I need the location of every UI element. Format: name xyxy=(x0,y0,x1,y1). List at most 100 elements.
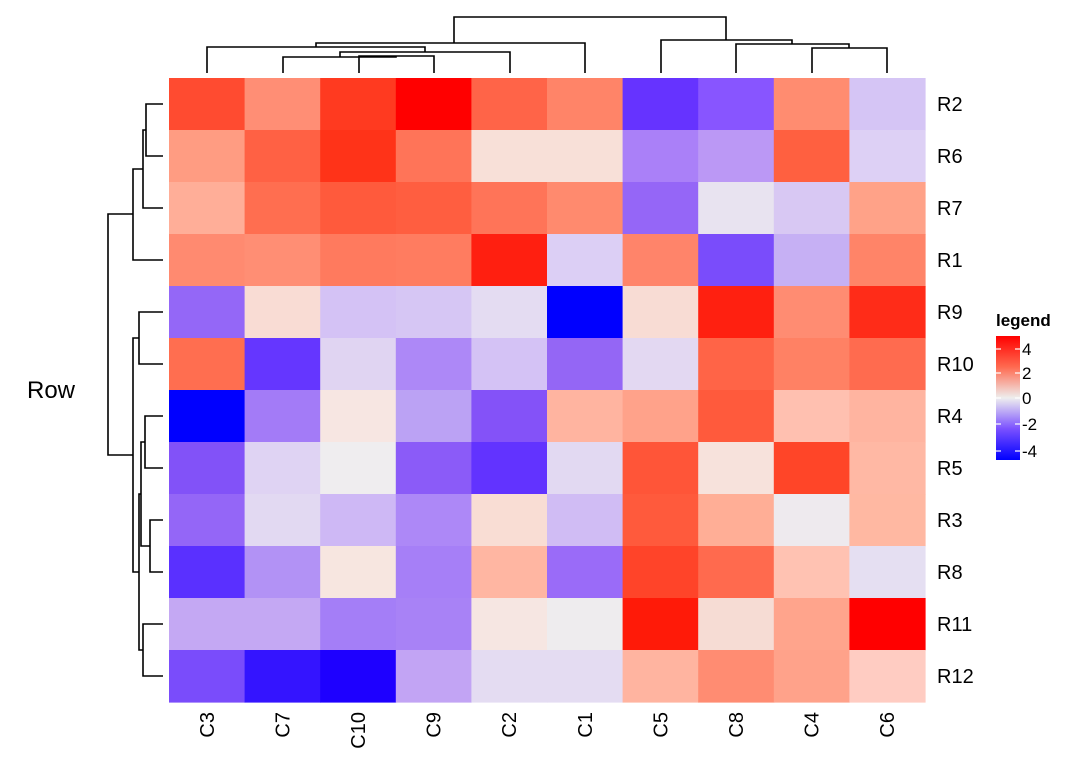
heatmap-cell-R10-C3 xyxy=(169,338,246,391)
heatmap-cell-R6-C1 xyxy=(547,130,624,183)
heatmap-cell-R5-C2 xyxy=(471,442,548,495)
row-label: R1 xyxy=(937,250,963,272)
heatmap-cell-R6-C5 xyxy=(622,130,699,183)
heatmap-cell-R2-C10 xyxy=(320,78,397,131)
heatmap-cell-R9-C2 xyxy=(471,286,548,339)
row-label: R2 xyxy=(937,94,963,116)
legend-tick-label: 4 xyxy=(1022,340,1031,359)
heatmap-cell-R2-C2 xyxy=(471,78,548,131)
column-label: C4 xyxy=(802,712,824,738)
heatmap-cell-R11-C9 xyxy=(395,598,472,651)
row-label: R6 xyxy=(937,146,963,168)
heatmap-cell-R1-C6 xyxy=(849,234,926,287)
heatmap-cell-R1-C8 xyxy=(698,234,775,287)
heatmap-cell-R9-C6 xyxy=(849,286,926,339)
column-label: C9 xyxy=(424,712,446,738)
heatmap-cell-R2-C1 xyxy=(547,78,624,131)
heatmap-cell-R3-C8 xyxy=(698,494,775,547)
column-label: C10 xyxy=(348,712,370,749)
heatmap-cell-R2-C9 xyxy=(395,78,472,131)
legend-tick-label: 2 xyxy=(1022,364,1031,383)
heatmap-cell-R12-C1 xyxy=(547,650,624,703)
heatmap-cell-R3-C2 xyxy=(471,494,548,547)
heatmap-cell-R7-C8 xyxy=(698,182,775,235)
row-labels: R2 R6 R7 R1 R9 R10 R4 R5 R3 R8 R11 R12 xyxy=(937,94,974,688)
heatmap-cell-R3-C6 xyxy=(849,494,926,547)
heatmap-cell-R9-C8 xyxy=(698,286,775,339)
heatmap-cell-R7-C10 xyxy=(320,182,397,235)
heatmap-cell-R10-C10 xyxy=(320,338,397,391)
heatmap-cell-R5-C3 xyxy=(169,442,246,495)
heatmap-cell-R10-C7 xyxy=(244,338,321,391)
heatmap-cell-R1-C7 xyxy=(244,234,321,287)
color-legend: 4 2 0 -2 -4 xyxy=(996,336,1037,461)
heatmap-cell-R3-C5 xyxy=(622,494,699,547)
heatmap-cell-R6-C4 xyxy=(773,130,850,183)
heatmap-cell-R3-C1 xyxy=(547,494,624,547)
heatmap-cell-R6-C7 xyxy=(244,130,321,183)
heatmap-cell-R2-C7 xyxy=(244,78,321,131)
heatmap-cell-R2-C5 xyxy=(622,78,699,131)
heatmap-cell-R6-C8 xyxy=(698,130,775,183)
heatmap-cell-R9-C1 xyxy=(547,286,624,339)
heatmap-cell-R12-C2 xyxy=(471,650,548,703)
row-dendrogram xyxy=(107,103,163,677)
heatmap-cell-R11-C8 xyxy=(698,598,775,651)
column-dendrogram xyxy=(206,16,888,73)
heatmap-cell-R5-C6 xyxy=(849,442,926,495)
heatmap-cell-R1-C1 xyxy=(547,234,624,287)
heatmap-cell-R12-C5 xyxy=(622,650,699,703)
heatmap-cell-R6-C10 xyxy=(320,130,397,183)
heatmap-cell-R9-C10 xyxy=(320,286,397,339)
heatmap-cell-R1-C4 xyxy=(773,234,850,287)
heatmap-cell-R11-C5 xyxy=(622,598,699,651)
heatmap-cell-R2-C6 xyxy=(849,78,926,131)
row-label: R10 xyxy=(937,354,974,376)
heatmap-cell-R5-C5 xyxy=(622,442,699,495)
heatmap-cell-R3-C10 xyxy=(320,494,397,547)
heatmap-cell-R8-C5 xyxy=(622,546,699,599)
heatmap-cell-R3-C4 xyxy=(773,494,850,547)
column-label: C6 xyxy=(877,712,899,738)
heatmap-cell-R8-C6 xyxy=(849,546,926,599)
heatmap-cell-R7-C2 xyxy=(471,182,548,235)
heatmap-cell-R12-C4 xyxy=(773,650,850,703)
heatmap-cell-R1-C3 xyxy=(169,234,246,287)
heatmap-cell-R7-C6 xyxy=(849,182,926,235)
heatmap-cell-R10-C4 xyxy=(773,338,850,391)
heatmap-cell-R4-C6 xyxy=(849,390,926,443)
heatmap-cell-R4-C3 xyxy=(169,390,246,443)
heatmap-cell-R4-C7 xyxy=(244,390,321,443)
heatmap-cell-R12-C6 xyxy=(849,650,926,703)
heatmap-cell-R9-C5 xyxy=(622,286,699,339)
heatmap-cell-R4-C2 xyxy=(471,390,548,443)
legend-tick-label: -4 xyxy=(1022,442,1037,461)
column-labels: C3 C7 C10 C9 C2 C1 C5 C8 C4 C6 xyxy=(197,712,899,749)
heatmap-cell-R4-C5 xyxy=(622,390,699,443)
heatmap-cell-R5-C9 xyxy=(395,442,472,495)
legend-tick-label: -2 xyxy=(1022,415,1037,434)
heatmap-cell-R10-C1 xyxy=(547,338,624,391)
column-label: C1 xyxy=(575,712,597,738)
heatmap-cell-R2-C8 xyxy=(698,78,775,131)
heatmap-cell-R10-C8 xyxy=(698,338,775,391)
heatmap-cell-R2-C3 xyxy=(169,78,246,131)
column-label: C3 xyxy=(197,712,219,738)
heatmap-cell-R6-C9 xyxy=(395,130,472,183)
heatmap-cell-R11-C1 xyxy=(547,598,624,651)
heatmap-cell-R8-C7 xyxy=(244,546,321,599)
row-label: R3 xyxy=(937,510,963,532)
row-axis-label: Row xyxy=(27,377,76,404)
heatmap-cell-R7-C5 xyxy=(622,182,699,235)
heatmap-cell-R10-C6 xyxy=(849,338,926,391)
column-label: C8 xyxy=(726,712,748,738)
heatmap-cell-R12-C10 xyxy=(320,650,397,703)
heatmap-cell-R1-C5 xyxy=(622,234,699,287)
heatmap-cell-R5-C7 xyxy=(244,442,321,495)
heatmap-cell-R7-C9 xyxy=(395,182,472,235)
heatmap-cell-R9-C3 xyxy=(169,286,246,339)
row-label: R7 xyxy=(937,198,963,220)
heatmap-cell-R9-C4 xyxy=(773,286,850,339)
row-label: R8 xyxy=(937,562,963,584)
